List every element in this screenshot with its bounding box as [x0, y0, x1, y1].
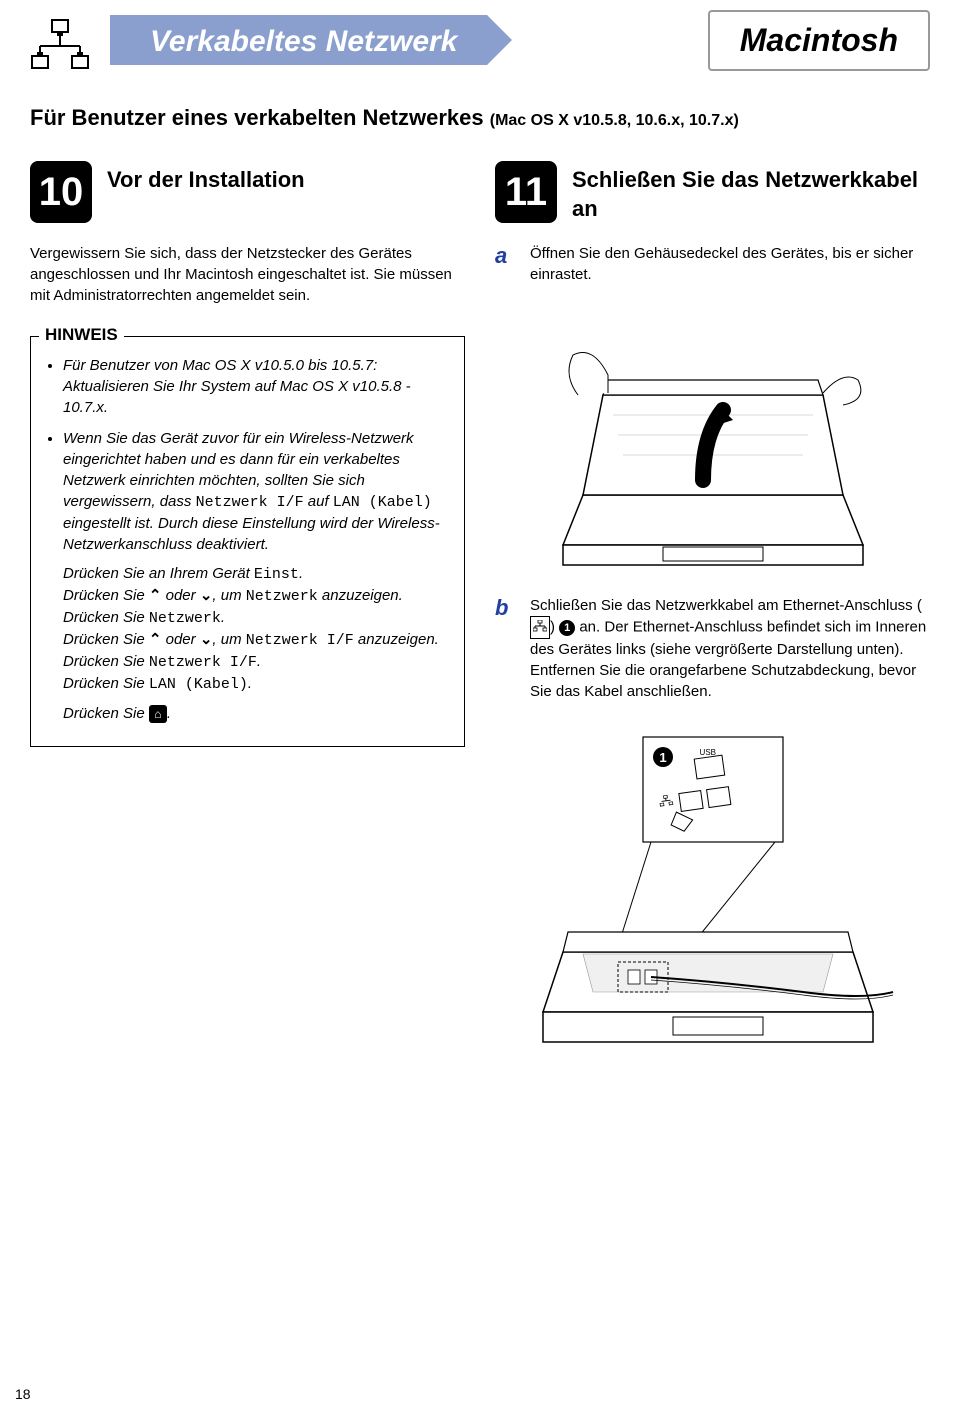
subtitle-main: Für Benutzer eines verkabelten Netzwerke…: [30, 105, 484, 130]
step-10-header: 10 Vor der Installation: [30, 161, 465, 223]
substep-a-letter: a: [495, 243, 515, 300]
step-10-body: Vergewissern Sie sich, dass der Netzstec…: [30, 243, 465, 306]
page-header: Verkabeltes Netzwerk Macintosh: [30, 10, 930, 80]
substep-a-text: Öffnen Sie den Gehäusedeckel des Gerätes…: [530, 243, 930, 285]
svg-text:1: 1: [659, 750, 666, 765]
ethernet-port-illustration: 1 USB: [523, 732, 903, 1062]
left-column: 10 Vor der Installation Vergewissern Sie…: [30, 161, 465, 1062]
platform-label: Macintosh: [708, 10, 930, 71]
step-11-badge: 11: [495, 161, 557, 223]
hinweis-box: HINWEIS Für Benutzer von Mac OS X v10.5.…: [30, 336, 465, 747]
home-icon: ⌂: [149, 705, 167, 723]
printer-open-lid-illustration: [523, 315, 903, 575]
svg-text:USB: USB: [699, 748, 715, 757]
substep-b-text: Schließen Sie das Netzwerkkabel am Ether…: [530, 595, 930, 702]
page-subtitle: Für Benutzer eines verkabelten Netzwerke…: [30, 105, 930, 131]
substep-b: b Schließen Sie das Netzwerkkabel am Eth…: [495, 595, 930, 717]
step-11-title: Schließen Sie das Netzwerkkabel an: [572, 161, 930, 223]
ethernet-icon: [530, 616, 550, 639]
callout-1-icon: 1: [559, 620, 575, 636]
step-10-title: Vor der Installation: [107, 161, 305, 195]
category-banner: Verkabeltes Netzwerk: [110, 15, 487, 65]
hinweis-title: HINWEIS: [39, 325, 124, 345]
banner-text: Verkabeltes Netzwerk: [150, 25, 457, 58]
subtitle-detail: (Mac OS X v10.5.8, 10.6.x, 10.7.x): [490, 112, 739, 129]
hinweis-item-1: Für Benutzer von Mac OS X v10.5.0 bis 10…: [63, 355, 452, 418]
hinweis-item-2: Wenn Sie das Gerät zuvor für ein Wireles…: [63, 428, 452, 724]
step-11-header: 11 Schließen Sie das Netzwerkkabel an: [495, 161, 930, 223]
network-icon: [30, 18, 90, 73]
substep-b-letter: b: [495, 595, 515, 717]
right-column: 11 Schließen Sie das Netzwerkkabel an a …: [495, 161, 930, 1062]
page-number: 18: [15, 1386, 31, 1402]
substep-a: a Öffnen Sie den Gehäusedeckel des Gerät…: [495, 243, 930, 300]
step-10-badge: 10: [30, 161, 92, 223]
